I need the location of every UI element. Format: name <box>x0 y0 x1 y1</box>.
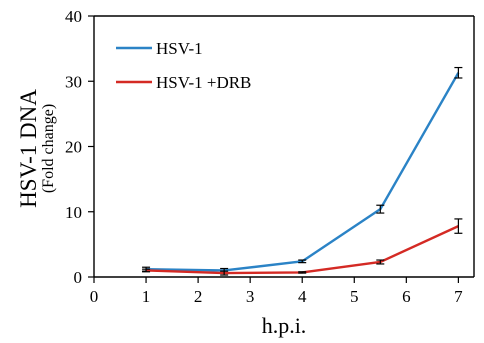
y-ticks: 0 10 20 30 40 <box>65 7 94 287</box>
x-tick-label: 1 <box>142 287 151 306</box>
series-layer <box>142 66 463 276</box>
legend: HSV-1 HSV-1 +DRB <box>116 39 251 92</box>
y-tick-label: 30 <box>65 72 82 91</box>
error-bar <box>454 66 463 79</box>
x-tick-label: 0 <box>90 287 99 306</box>
x-axis-title: h.p.i. <box>262 313 307 338</box>
x-tick-label: 7 <box>454 287 463 306</box>
error-bar <box>454 218 463 234</box>
legend-label: HSV-1 +DRB <box>156 73 251 92</box>
x-tick-label: 6 <box>402 287 411 306</box>
series-line <box>146 225 459 275</box>
legend-item: HSV-1 +DRB <box>116 73 251 92</box>
x-tick-label: 4 <box>298 287 307 306</box>
series-1 <box>142 66 463 274</box>
y-tick-label: 40 <box>65 7 82 26</box>
error-bar <box>220 270 229 276</box>
series-2 <box>142 218 463 276</box>
y-axis-title: HSV-1 DNA <box>16 89 41 208</box>
y-tick-label: 10 <box>65 203 82 222</box>
x-tick-label: 5 <box>350 287 359 306</box>
error-bar <box>376 204 385 214</box>
x-tick-label: 2 <box>194 287 203 306</box>
error-bar <box>298 271 307 274</box>
series-line <box>146 72 460 272</box>
error-bar <box>376 259 385 265</box>
x-tick-label: 3 <box>246 287 255 306</box>
x-ticks: 0 1 2 3 4 5 6 7 <box>90 277 463 306</box>
legend-item: HSV-1 <box>116 39 203 58</box>
y-tick-label: 20 <box>65 138 82 157</box>
legend-label: HSV-1 <box>156 39 203 58</box>
y-tick-label: 0 <box>74 268 83 287</box>
y-axis-subtitle: (Fold change) <box>40 104 57 193</box>
axes <box>93 15 475 278</box>
error-bar <box>142 268 151 273</box>
error-bar <box>298 259 307 264</box>
